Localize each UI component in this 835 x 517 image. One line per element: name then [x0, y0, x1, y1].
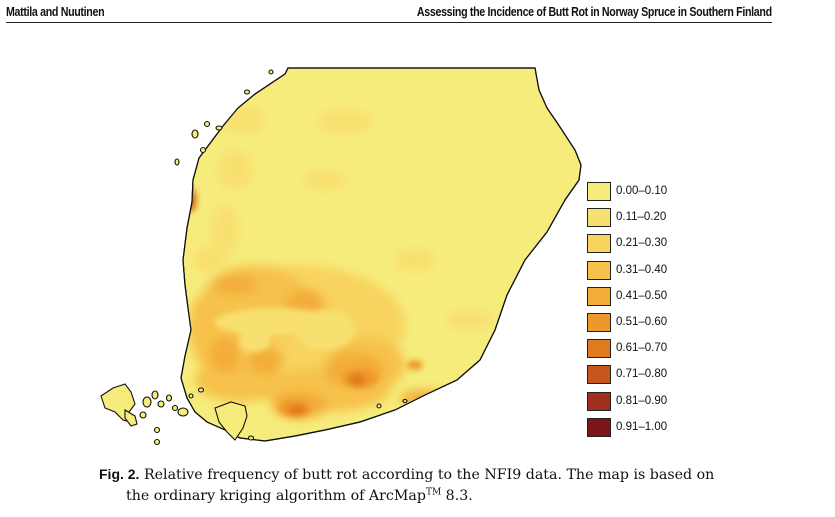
legend-item: 0.00–0.10	[587, 182, 707, 208]
legend-label: 0.91–1.00	[616, 420, 668, 433]
legend-swatch	[587, 365, 611, 385]
caption-text-end: 8.3.	[441, 488, 473, 504]
rot-frequency-surface	[185, 106, 494, 419]
legend-item: 0.71–0.80	[587, 365, 707, 391]
legend: 0.00–0.10 0.11–0.20 0.21–0.30 0.31–0.40 …	[587, 182, 707, 444]
legend-swatch	[587, 234, 611, 254]
legend-item: 0.11–0.20	[587, 208, 707, 234]
legend-swatch	[587, 182, 611, 201]
legend-item: 0.31–0.40	[587, 260, 707, 287]
legend-item: 0.91–1.00	[587, 417, 707, 444]
legend-label: 0.11–0.20	[616, 211, 667, 224]
caption-line-2: the ordinary kriging algorithm of ArcMap…	[99, 486, 739, 507]
legend-item: 0.51–0.60	[587, 312, 707, 339]
legend-swatch	[587, 312, 611, 332]
legend-label: 0.61–0.70	[616, 342, 668, 355]
header-article-title: Assessing the Incidence of Butt Rot in N…	[417, 4, 772, 19]
legend-item: 0.21–0.30	[587, 234, 707, 260]
legend-label: 0.81–0.90	[616, 394, 668, 407]
legend-swatch	[587, 260, 611, 280]
running-header: Mattila and Nuutinen Assessing the Incid…	[6, 2, 772, 23]
legend-item: 0.41–0.50	[587, 286, 707, 313]
legend-swatch	[587, 286, 611, 306]
legend-label: 0.71–0.80	[616, 368, 668, 381]
legend-label: 0.51–0.60	[616, 315, 668, 328]
legend-item: 0.81–0.90	[587, 391, 707, 418]
caption-text-cont: the ordinary kriging algorithm of ArcMap	[126, 488, 426, 504]
caption-text: Relative frequency of butt rot according…	[143, 467, 715, 483]
legend-item: 0.61–0.70	[587, 339, 707, 365]
figure-label: Fig. 2.	[99, 466, 140, 482]
header-authors: Mattila and Nuutinen	[6, 4, 105, 19]
legend-swatch	[587, 208, 611, 228]
coastal-islands	[100, 69, 408, 446]
legend-label: 0.00–0.10	[616, 185, 668, 197]
butt-rot-map	[95, 60, 590, 452]
legend-swatch	[587, 417, 611, 437]
legend-label: 0.41–0.50	[616, 289, 668, 302]
caption-line-1: Fig. 2. Relative frequency of butt rot a…	[99, 464, 739, 486]
legend-label: 0.21–0.30	[616, 237, 668, 250]
legend-label: 0.31–0.40	[616, 263, 668, 276]
legend-swatch	[587, 391, 611, 411]
legend-swatch	[587, 339, 611, 359]
trademark-mark: TM	[425, 487, 442, 498]
figure-caption: Fig. 2. Relative frequency of butt rot a…	[99, 464, 739, 507]
